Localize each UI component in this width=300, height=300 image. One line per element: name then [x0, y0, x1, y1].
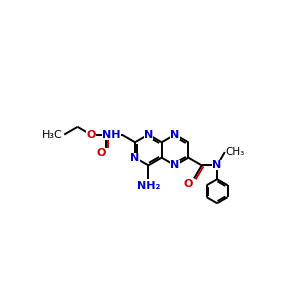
Text: N: N: [130, 153, 140, 163]
Text: H₃C: H₃C: [42, 130, 63, 140]
Text: CH₃: CH₃: [226, 147, 245, 157]
Text: NH: NH: [102, 130, 121, 140]
Text: O: O: [86, 130, 96, 140]
Text: NH₂: NH₂: [137, 181, 160, 191]
Text: N: N: [144, 130, 153, 140]
Text: N: N: [170, 160, 180, 170]
Text: O: O: [184, 179, 193, 189]
Text: N: N: [212, 160, 222, 170]
Text: O: O: [96, 148, 106, 158]
Text: N: N: [170, 130, 180, 140]
